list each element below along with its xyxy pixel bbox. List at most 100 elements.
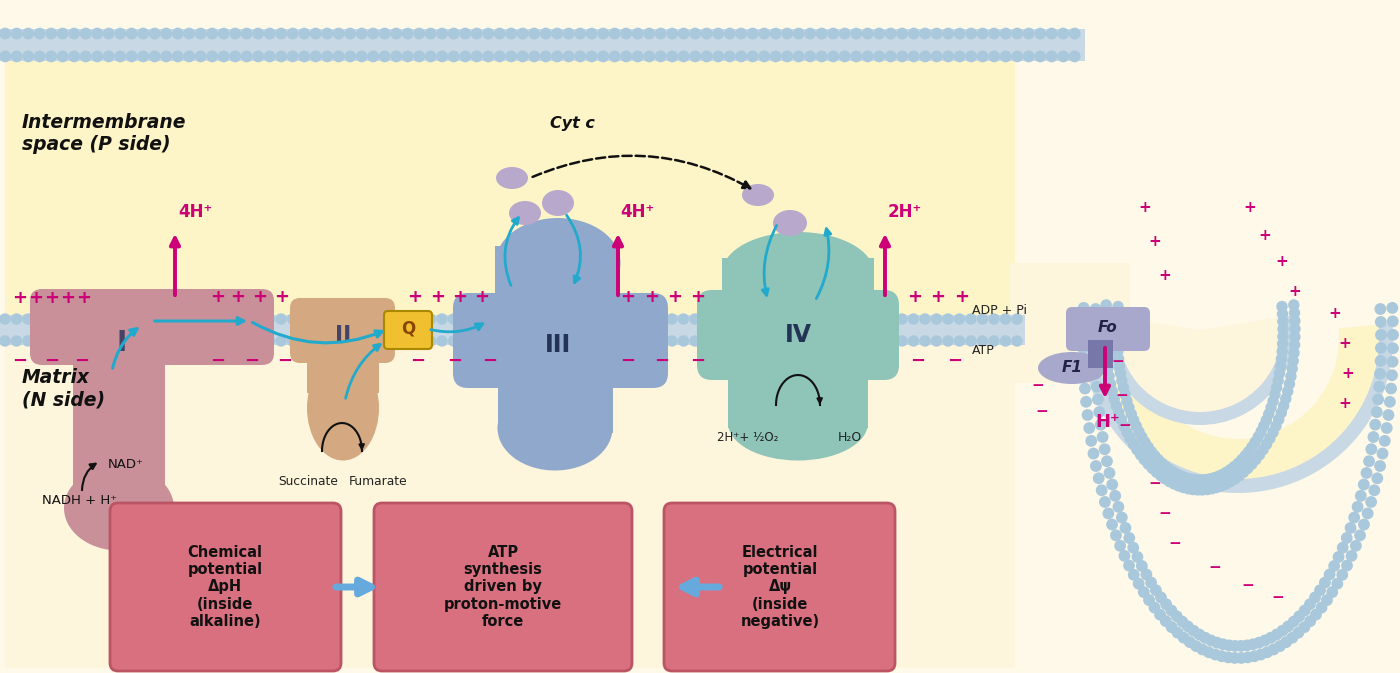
Circle shape [827, 336, 839, 346]
Circle shape [472, 336, 482, 346]
Circle shape [1105, 371, 1114, 382]
Text: Q: Q [400, 320, 416, 338]
Circle shape [505, 51, 517, 62]
Circle shape [977, 314, 987, 324]
Circle shape [862, 314, 872, 324]
Circle shape [1240, 451, 1250, 461]
Circle shape [1355, 491, 1366, 501]
Circle shape [104, 28, 113, 39]
Circle shape [644, 314, 654, 324]
Circle shape [1282, 621, 1294, 632]
Circle shape [1183, 484, 1193, 494]
Circle shape [1156, 470, 1166, 481]
Circle shape [300, 51, 309, 62]
Text: +: + [77, 289, 91, 307]
Ellipse shape [497, 386, 613, 470]
Circle shape [862, 336, 872, 346]
Circle shape [368, 28, 378, 39]
Circle shape [529, 314, 539, 324]
Circle shape [461, 336, 470, 346]
Circle shape [816, 314, 826, 324]
Circle shape [1121, 427, 1133, 437]
Circle shape [518, 336, 528, 346]
Circle shape [1091, 369, 1102, 379]
Circle shape [1001, 28, 1011, 39]
Circle shape [35, 51, 45, 62]
Ellipse shape [542, 190, 574, 216]
Circle shape [1119, 421, 1128, 431]
Circle shape [909, 336, 918, 346]
Circle shape [977, 28, 988, 39]
Circle shape [552, 336, 561, 346]
Circle shape [414, 336, 424, 346]
Circle shape [794, 51, 804, 62]
Ellipse shape [311, 303, 375, 333]
Circle shape [1165, 476, 1175, 487]
Circle shape [1124, 561, 1134, 571]
Circle shape [1320, 577, 1330, 588]
Circle shape [35, 314, 45, 324]
Circle shape [126, 336, 137, 346]
Circle shape [1373, 394, 1383, 404]
Text: +: + [28, 289, 43, 307]
Circle shape [759, 314, 769, 324]
Circle shape [104, 336, 113, 346]
Circle shape [1287, 633, 1298, 643]
Circle shape [701, 314, 711, 324]
Circle shape [1294, 611, 1305, 622]
Circle shape [150, 314, 160, 324]
Circle shape [368, 314, 378, 324]
Circle shape [1113, 339, 1123, 349]
Circle shape [1337, 569, 1347, 580]
Circle shape [666, 314, 678, 324]
Circle shape [1250, 455, 1260, 464]
Circle shape [57, 28, 69, 39]
Circle shape [897, 336, 907, 346]
Circle shape [69, 336, 78, 346]
Circle shape [1351, 540, 1361, 551]
Text: −: − [948, 352, 963, 370]
Circle shape [472, 51, 482, 62]
Circle shape [575, 28, 585, 39]
Text: +: + [644, 288, 659, 306]
Circle shape [1184, 474, 1194, 484]
Circle shape [1315, 585, 1326, 596]
Circle shape [505, 314, 517, 324]
Circle shape [1001, 314, 1011, 324]
Circle shape [1091, 304, 1100, 314]
Text: −: − [1242, 577, 1254, 592]
Circle shape [1277, 408, 1287, 418]
Circle shape [1107, 386, 1117, 396]
FancyBboxPatch shape [1009, 5, 1390, 668]
Circle shape [1337, 542, 1348, 553]
Circle shape [0, 314, 10, 324]
Circle shape [494, 314, 504, 324]
FancyBboxPatch shape [697, 290, 899, 380]
Circle shape [736, 336, 746, 346]
Text: Cyt c: Cyt c [550, 116, 595, 131]
Circle shape [1100, 308, 1110, 318]
Circle shape [1275, 641, 1285, 651]
Circle shape [1172, 469, 1183, 479]
Circle shape [1140, 455, 1149, 464]
Circle shape [518, 51, 528, 62]
Text: H⁺: H⁺ [1096, 413, 1120, 431]
Circle shape [679, 336, 689, 346]
Circle shape [1193, 485, 1203, 495]
Text: −: − [74, 352, 90, 370]
Circle shape [1133, 552, 1142, 562]
Circle shape [690, 314, 700, 324]
Circle shape [1117, 376, 1127, 386]
Circle shape [713, 336, 722, 346]
Circle shape [1047, 28, 1057, 39]
Circle shape [1191, 641, 1201, 651]
Circle shape [805, 336, 815, 346]
Circle shape [276, 51, 287, 62]
Text: +: + [668, 288, 683, 306]
Circle shape [1109, 394, 1119, 404]
Ellipse shape [773, 210, 806, 236]
Circle shape [1177, 616, 1187, 627]
Circle shape [1289, 316, 1299, 326]
Circle shape [139, 28, 148, 39]
Circle shape [897, 314, 907, 324]
